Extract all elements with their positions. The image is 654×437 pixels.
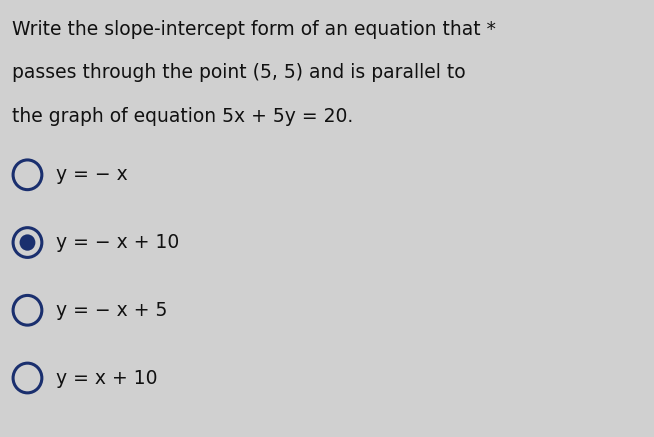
Text: y = − x + 10: y = − x + 10 bbox=[56, 233, 179, 252]
Ellipse shape bbox=[13, 228, 42, 257]
Text: y = − x: y = − x bbox=[56, 165, 128, 184]
Text: y = x + 10: y = x + 10 bbox=[56, 368, 157, 388]
Text: y = − x + 5: y = − x + 5 bbox=[56, 301, 167, 320]
Ellipse shape bbox=[13, 363, 42, 393]
Ellipse shape bbox=[20, 234, 35, 251]
Text: Write the slope-intercept form of an equation that *: Write the slope-intercept form of an equ… bbox=[12, 20, 496, 38]
Ellipse shape bbox=[13, 160, 42, 190]
Ellipse shape bbox=[16, 231, 39, 254]
Text: passes through the point (5, 5) and is parallel to: passes through the point (5, 5) and is p… bbox=[12, 63, 466, 82]
Text: the graph of equation 5x + 5y = 20.: the graph of equation 5x + 5y = 20. bbox=[12, 107, 353, 126]
Ellipse shape bbox=[13, 295, 42, 325]
